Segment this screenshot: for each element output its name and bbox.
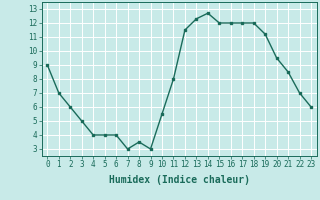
- X-axis label: Humidex (Indice chaleur): Humidex (Indice chaleur): [109, 175, 250, 185]
